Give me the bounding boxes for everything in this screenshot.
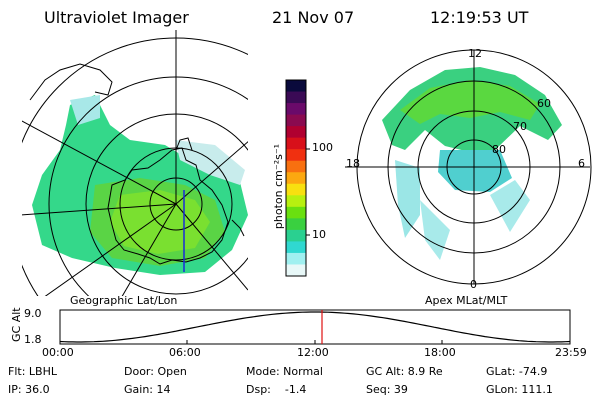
info-glon: GLon: 111.1 [486, 383, 553, 396]
mlat-label-60: 60 [537, 97, 551, 110]
mlt-label-12: 12 [468, 47, 482, 60]
mlat-label-70: 70 [513, 120, 527, 133]
speckle-region-2 [70, 95, 100, 125]
dawn-speckle-2 [420, 200, 450, 260]
info-seq: Seq: 39 [366, 383, 408, 396]
colorbar-segment [286, 80, 306, 93]
colorbar-segment [286, 206, 306, 219]
date-label: 21 Nov 07 [272, 8, 355, 27]
instrument-title: Ultraviolet Imager [44, 8, 189, 27]
coastline-north [29, 63, 113, 101]
colorbar-segment [286, 241, 306, 254]
colorbar-segment [286, 114, 306, 127]
gcalt-xtick: 06:00 [169, 346, 201, 359]
colorbar-tick-100: 100 [312, 141, 333, 154]
coastline-peninsula [175, 137, 193, 151]
gcalt-xtick: 18:00 [424, 346, 456, 359]
speckle-region [175, 140, 245, 185]
auroral-oval-bright [400, 80, 540, 124]
colorbar-segment [286, 229, 306, 242]
colorbar-segment [286, 264, 306, 277]
info-filter: Flt: LBHL [8, 365, 57, 378]
emission-bright [110, 190, 210, 254]
colorbar-segment [286, 218, 306, 231]
dusk-speckle [490, 180, 530, 232]
colorbar-segment [286, 195, 306, 208]
time-label: 12:19:53 UT [430, 8, 529, 27]
info-glat: GLat: -74.9 [486, 365, 548, 378]
colorbar-segment [286, 137, 306, 150]
colorbar-segment [286, 126, 306, 139]
colorbar-tick-10: 10 [312, 228, 326, 241]
colorbar-frame [285, 79, 307, 277]
gcalt-plot-frame [59, 309, 571, 345]
mlt-label-6: 6 [578, 157, 585, 170]
colorbar-segment [286, 183, 306, 196]
colorbar-segment [286, 149, 306, 162]
polar-cap-emission [438, 150, 512, 192]
info-mode: Mode: Normal [246, 365, 323, 378]
coastline [107, 147, 229, 265]
apex-caption: Apex MLat/MLT [425, 294, 508, 307]
colorbar-segment [286, 252, 306, 265]
gcalt-xtick: 23:59 [555, 346, 587, 359]
colorbar-segment [286, 172, 306, 185]
dawn-speckle [395, 160, 420, 238]
gcalt-ytick-min: 1.8 [24, 333, 42, 346]
geographic-map [22, 30, 248, 296]
gcalt-ylabel: GC Alt [10, 307, 23, 342]
gcalt-ytick-max: 9.0 [24, 307, 42, 320]
mlat-label-80: 80 [492, 143, 506, 156]
gcalt-xtick: 12:00 [297, 346, 329, 359]
gcalt-xticks [59, 340, 571, 344]
colorbar-segment [286, 160, 306, 173]
colorbar [286, 80, 306, 277]
gcalt-curve [59, 311, 571, 343]
geographic-caption: Geographic Lat/Lon [70, 294, 178, 307]
mlt-label-18: 18 [346, 157, 360, 170]
info-door: Door: Open [124, 365, 187, 378]
meridians [22, 30, 248, 296]
colorbar-segment [286, 103, 306, 116]
mlt-label-0: 0 [470, 278, 477, 291]
info-gcalt: GC Alt: 8.9 Re [366, 365, 443, 378]
gcalt-xtick: 00:00 [42, 346, 74, 359]
coastline-islands [231, 219, 245, 237]
info-gain: Gain: 14 [124, 383, 171, 396]
info-ip: IP: 36.0 [8, 383, 50, 396]
colorbar-unit-label: photon cm⁻²s⁻¹ [272, 143, 286, 230]
info-dsp: Dsp: -1.4 [246, 383, 307, 396]
colorbar-segment [286, 91, 306, 104]
